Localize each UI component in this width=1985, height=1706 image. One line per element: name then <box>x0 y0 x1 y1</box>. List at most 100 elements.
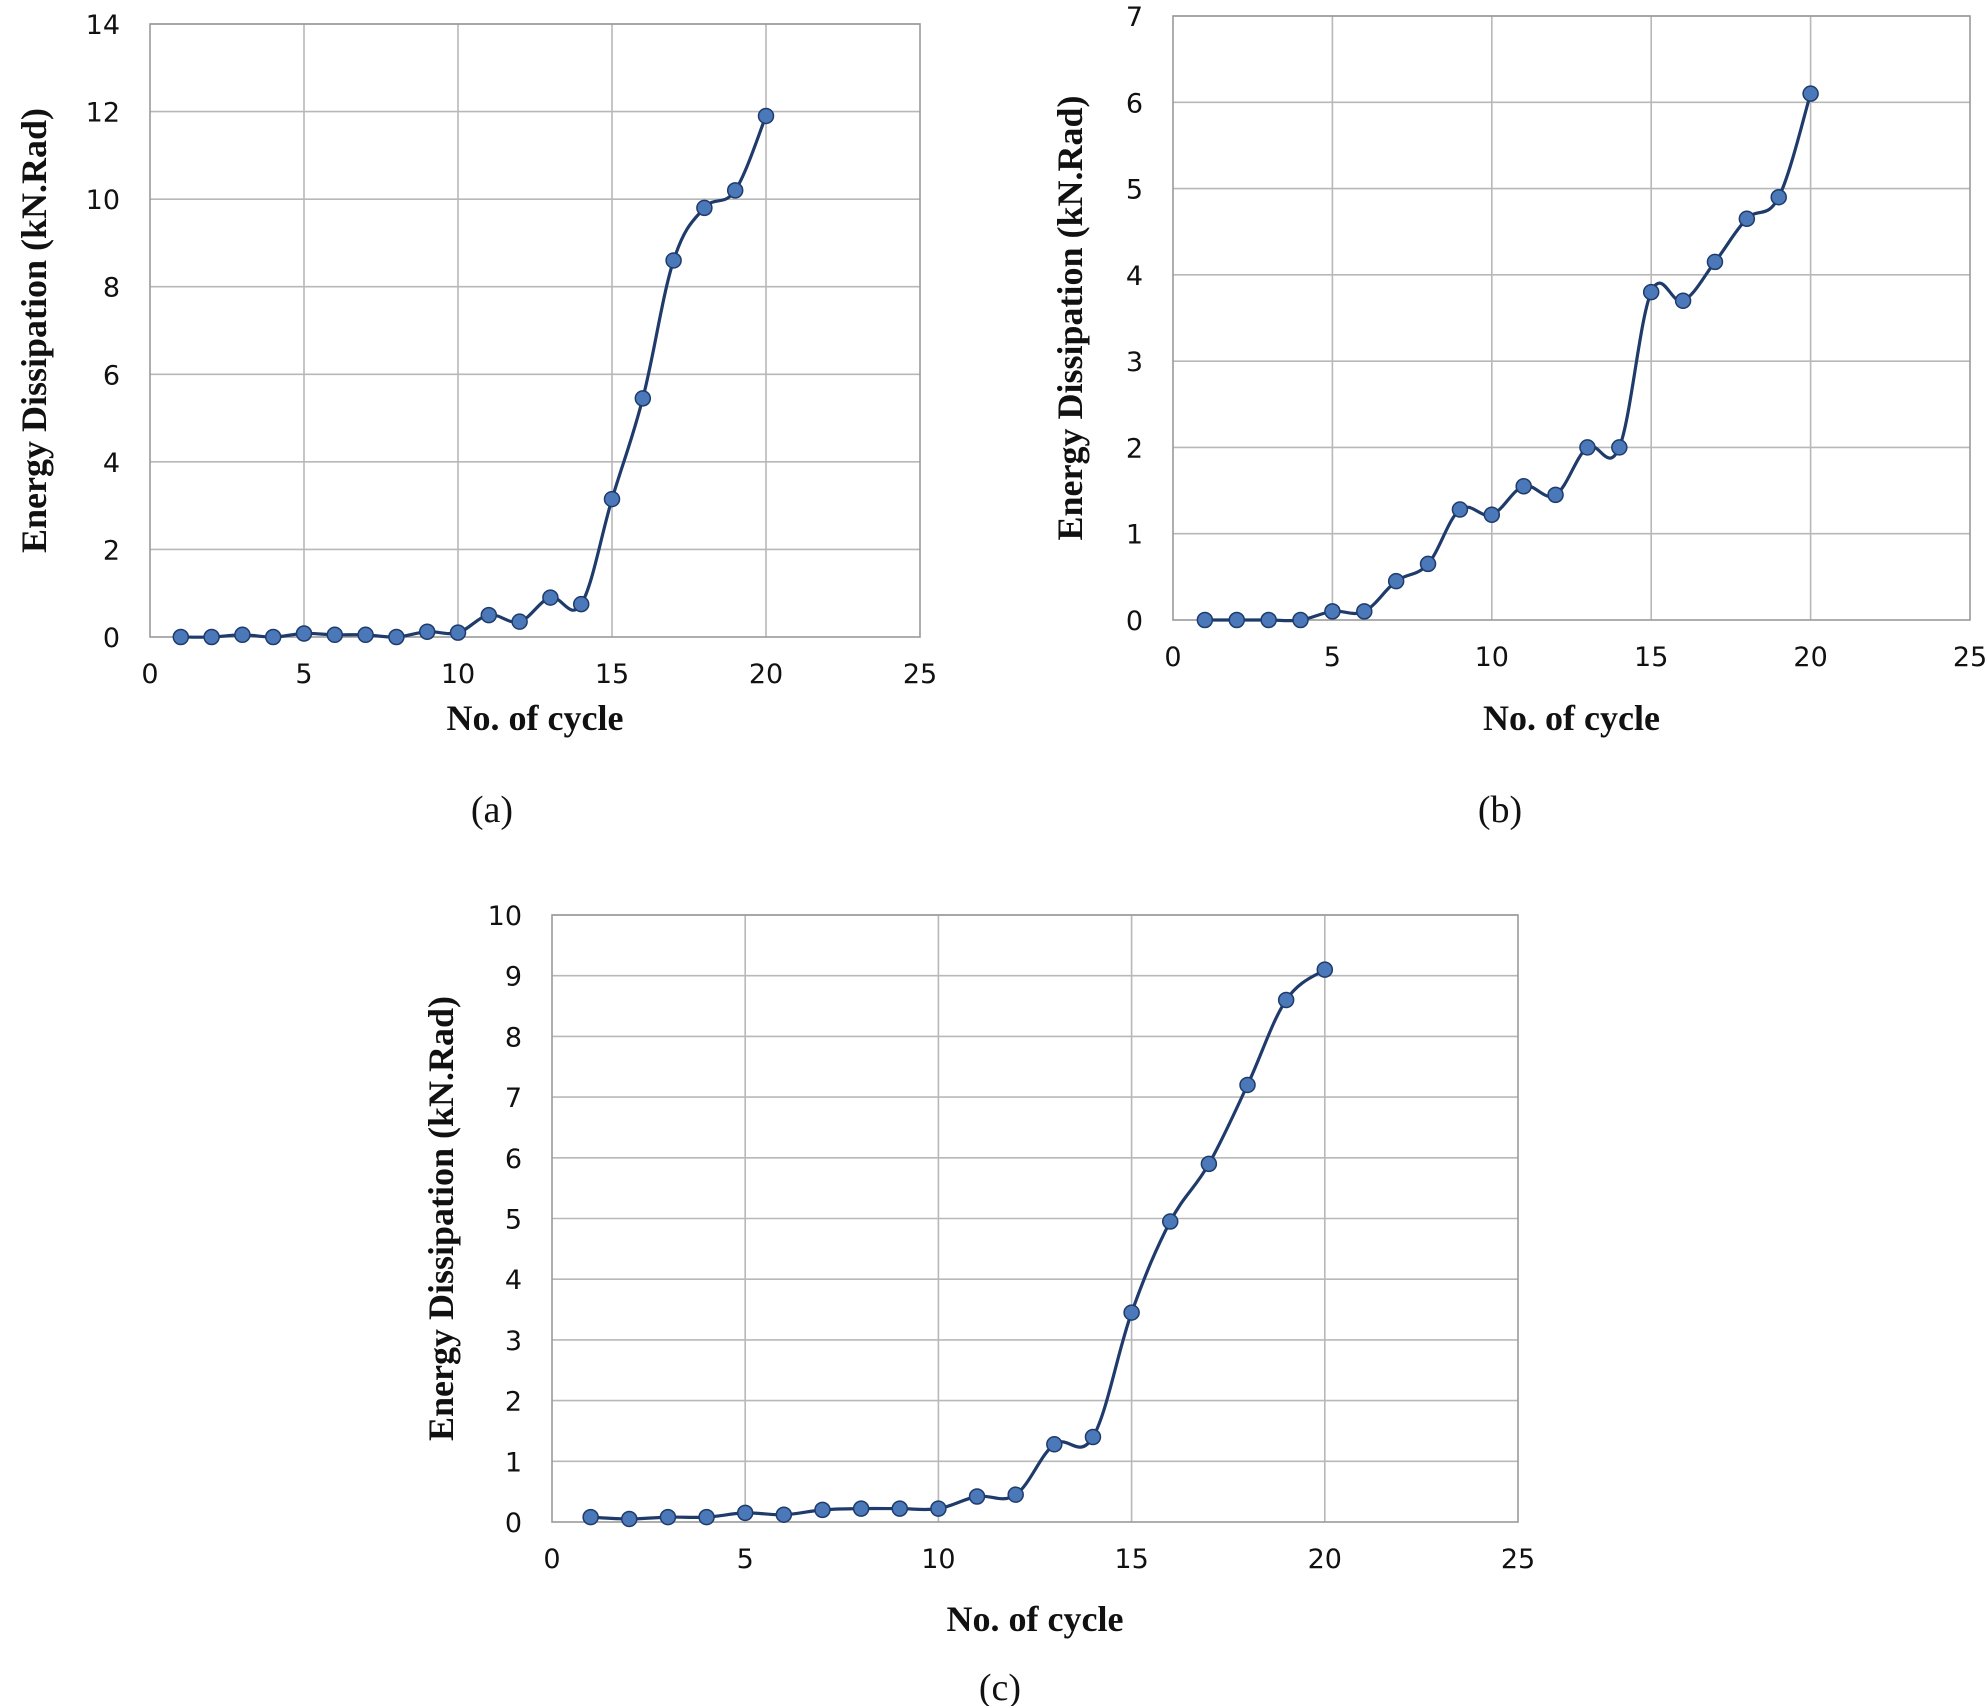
panel-c-y-tick-label: 7 <box>505 1083 522 1114</box>
panel-b-data-point <box>1292 611 1309 629</box>
panel-a-data-point <box>264 628 282 646</box>
panel-c-data-point <box>659 1508 677 1526</box>
panel-b-data-point <box>1228 611 1246 629</box>
panel-c-x-tick-label: 15 <box>1114 1544 1148 1575</box>
panel-c-y-tick-label: 3 <box>505 1326 522 1357</box>
panel-b-x-tick-label: 0 <box>1164 642 1181 673</box>
panel-c-x-tick-label: 20 <box>1308 1544 1342 1575</box>
panel-b-y-tick-label: 4 <box>1126 261 1143 292</box>
panel-b-x-tick-label: 15 <box>1634 642 1668 673</box>
panel-b-y-tick-label: 5 <box>1126 175 1143 206</box>
panel-c-data-point <box>1316 961 1334 978</box>
panel-a-data-point <box>326 626 344 644</box>
panel-b-data-point <box>1483 506 1501 523</box>
panel-b-x-tick-label: 25 <box>1953 642 1985 673</box>
panel-c-x-tick-label: 5 <box>737 1544 754 1575</box>
panel-c-x-axis-title: No. of cycle <box>947 1599 1124 1639</box>
panel-a-y-axis-title: Energy Dissipation (kN.Rad) <box>14 108 54 553</box>
panel-a-caption: (a) <box>471 789 513 831</box>
panel-a-data-point <box>388 628 405 646</box>
panel-a-data-point <box>234 626 251 644</box>
panel-b-data-point <box>1515 478 1532 495</box>
panel-c-y-tick-label: 1 <box>505 1447 522 1478</box>
panel-a-data-point <box>572 595 590 613</box>
panel-b-data-point <box>1706 253 1724 271</box>
panel-a-plot-frame <box>149 23 921 638</box>
panel-b-x-axis-title: No. of cycle <box>1483 698 1660 738</box>
panel-a-data-point <box>418 623 436 640</box>
panel-b-data-point <box>1674 292 1692 309</box>
panel-b-data-point <box>1196 611 1214 629</box>
panel-b-x-tick-label: 10 <box>1475 642 1509 673</box>
panel-b-y-axis-title: Energy Dissipation (kN.Rad) <box>1050 95 1090 540</box>
panel-a-x-tick-label: 25 <box>903 659 937 690</box>
panel-b-data-point <box>1324 603 1341 620</box>
panel-a-data-point <box>726 182 744 199</box>
panel-c-plot-frame <box>551 914 1519 1523</box>
panel-b-data-point <box>1387 572 1405 590</box>
panel-b-caption: (b) <box>1478 789 1522 831</box>
panel-c-data-point <box>814 1501 831 1519</box>
panel-a-y-tick-label: 2 <box>103 535 120 566</box>
panel-a-y-tick-label: 10 <box>86 185 120 216</box>
panel-b-data-point <box>1547 486 1564 504</box>
panel-a-y-tick-label: 0 <box>103 623 120 654</box>
panel-a-data-point <box>357 626 374 644</box>
panel-c-data-point <box>621 1510 638 1528</box>
panel-a-x-tick-label: 0 <box>141 659 158 690</box>
panel-b-data-point <box>1642 283 1660 301</box>
panel-c-data-point <box>891 1500 909 1517</box>
panel-a-data-point <box>757 107 775 125</box>
panel-a-x-axis-title: No. of cycle <box>447 698 624 738</box>
panel-a-data-point <box>665 252 682 269</box>
panel-c-data-point <box>1007 1486 1024 1503</box>
chart-panel-a: (a) 0 5 10 15 20 25 0 2 4 6 8 10 12 14 No. of cycle Ene… <box>14 10 937 831</box>
panel-c-data-point <box>968 1488 986 1505</box>
panel-a-y-tick-label: 12 <box>86 98 120 129</box>
panel-c-y-tick-label: 9 <box>505 962 522 993</box>
panel-c-data-point <box>1239 1076 1256 1094</box>
panel-b-y-tick-label: 1 <box>1126 520 1143 551</box>
panel-c-y-tick-label: 4 <box>505 1265 522 1296</box>
panel-c-y-tick-label: 5 <box>505 1205 522 1236</box>
panel-c-data-point <box>1277 991 1295 1009</box>
panel-b-data-point <box>1260 611 1277 629</box>
panel-c-y-axis-title: Energy Dissipation (kN.Rad) <box>421 996 461 1441</box>
panel-b-data-point <box>1451 501 1469 518</box>
panel-a-data-point <box>542 589 559 606</box>
panel-b-x-tick-label: 5 <box>1324 642 1341 673</box>
panel-b-data-point <box>1802 85 1819 102</box>
panel-b-y-tick-label: 0 <box>1126 606 1143 637</box>
panel-c-data-point <box>1161 1213 1179 1230</box>
panel-c-data-point <box>582 1508 599 1526</box>
panel-b-x-tick-label: 20 <box>1793 642 1827 673</box>
panel-a-x-tick-label: 20 <box>749 659 783 690</box>
panel-c-data-point <box>698 1508 715 1526</box>
panel-b-y-tick-label: 3 <box>1126 347 1143 378</box>
panel-b-data-point <box>1419 555 1437 573</box>
panel-c-y-tick-label: 6 <box>505 1144 522 1175</box>
panel-a-x-tick-label: 15 <box>595 659 629 690</box>
chart-panel-c: (c) 0 5 10 15 20 25 0 1 2 3 4 5 6 7 8 9 10 No. of cycle En… <box>421 901 1535 1706</box>
chart-panel-b: (b) 0 5 10 15 20 25 0 1 2 3 4 5 6 7 No. of cycle Energy… <box>1050 2 1985 831</box>
panel-a-data-point <box>511 613 528 630</box>
panel-c-data-point <box>1123 1304 1140 1321</box>
panel-a-data-point <box>203 628 220 646</box>
panel-c-data-point <box>852 1500 870 1517</box>
panel-b-data-point <box>1579 439 1596 456</box>
panel-c-x-tick-label: 25 <box>1501 1544 1535 1575</box>
panel-a-data-point <box>295 625 313 642</box>
panel-b-data-point <box>1738 210 1756 228</box>
panel-c-data-point <box>736 1504 754 1522</box>
panel-b-y-tick-label: 2 <box>1126 433 1143 464</box>
panel-c-data-point <box>775 1506 793 1523</box>
panel-c-data-point <box>1200 1155 1218 1173</box>
panel-a-y-tick-label: 14 <box>86 10 120 41</box>
panel-a-data-point <box>480 606 498 624</box>
panel-b-data-point <box>1611 439 1628 456</box>
panel-b-data-point <box>1770 188 1787 206</box>
panel-c-data-point <box>1084 1428 1102 1446</box>
panel-c-data-point <box>1046 1436 1063 1453</box>
